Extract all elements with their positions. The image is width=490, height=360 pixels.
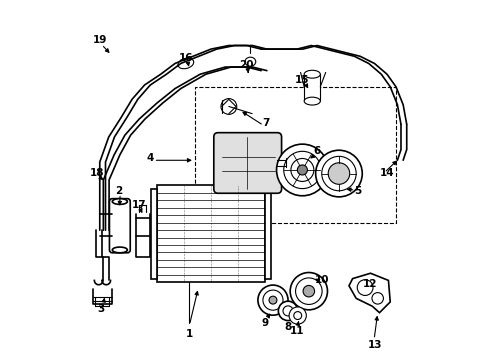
Circle shape bbox=[357, 280, 373, 296]
Circle shape bbox=[303, 285, 315, 297]
Text: 1: 1 bbox=[186, 329, 193, 339]
Bar bbox=[265, 189, 271, 279]
Text: 15: 15 bbox=[295, 75, 310, 85]
Text: 4: 4 bbox=[147, 153, 154, 163]
Bar bbox=[157, 185, 265, 282]
Circle shape bbox=[276, 144, 328, 196]
Text: 13: 13 bbox=[368, 340, 382, 350]
Ellipse shape bbox=[304, 70, 320, 78]
Circle shape bbox=[328, 163, 350, 184]
Ellipse shape bbox=[112, 199, 127, 204]
Text: 5: 5 bbox=[354, 186, 362, 196]
Text: 7: 7 bbox=[262, 118, 270, 128]
Circle shape bbox=[372, 293, 383, 304]
Text: 17: 17 bbox=[132, 200, 147, 210]
Circle shape bbox=[297, 165, 307, 175]
Text: 20: 20 bbox=[240, 60, 254, 70]
Circle shape bbox=[316, 150, 362, 197]
Text: 11: 11 bbox=[290, 325, 304, 336]
Bar bbox=[304, 74, 320, 101]
Text: 8: 8 bbox=[284, 322, 292, 332]
Text: 12: 12 bbox=[363, 279, 377, 289]
Text: 16: 16 bbox=[178, 53, 193, 63]
Text: 3: 3 bbox=[97, 304, 104, 314]
Text: 14: 14 bbox=[379, 168, 394, 178]
Text: 10: 10 bbox=[315, 275, 329, 285]
Circle shape bbox=[258, 285, 288, 315]
Text: 19: 19 bbox=[93, 35, 107, 45]
Text: 6: 6 bbox=[313, 146, 320, 156]
Bar bbox=[151, 189, 157, 279]
Circle shape bbox=[290, 273, 327, 310]
Text: 9: 9 bbox=[262, 319, 269, 328]
Circle shape bbox=[289, 307, 306, 324]
Circle shape bbox=[278, 301, 298, 320]
FancyBboxPatch shape bbox=[214, 133, 282, 193]
Ellipse shape bbox=[112, 247, 127, 253]
Circle shape bbox=[269, 296, 277, 304]
FancyBboxPatch shape bbox=[109, 199, 130, 253]
Text: 18: 18 bbox=[90, 168, 104, 178]
Ellipse shape bbox=[304, 97, 320, 105]
Text: 2: 2 bbox=[115, 186, 122, 196]
Polygon shape bbox=[349, 273, 390, 313]
Bar bbox=[195, 87, 395, 223]
